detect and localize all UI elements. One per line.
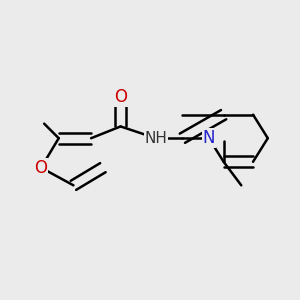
Text: N: N (202, 129, 215, 147)
Text: O: O (34, 159, 48, 177)
Text: NH: NH (145, 131, 167, 146)
Text: O: O (114, 88, 127, 106)
